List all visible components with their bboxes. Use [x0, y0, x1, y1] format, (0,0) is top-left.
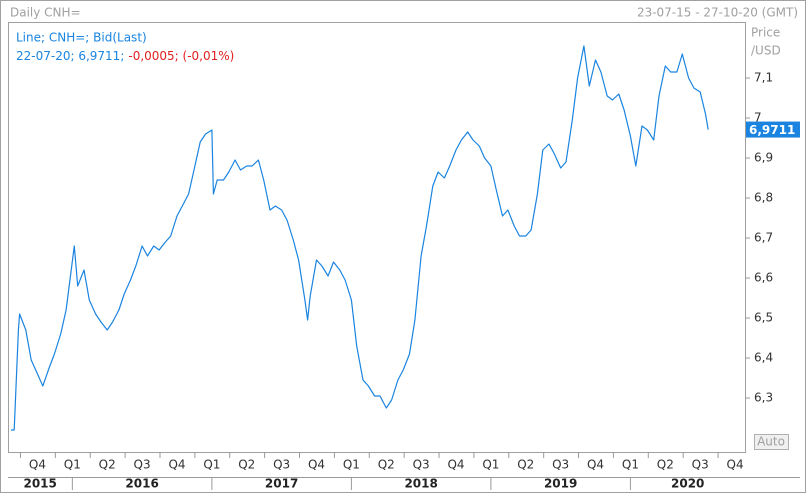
last-value-label: 6,9711: [749, 123, 795, 137]
legend-last: 22-07-20; 6,9711; -0,0005; (-0,01%): [16, 49, 234, 63]
y-tick-label: 6,4: [754, 351, 773, 365]
x-tick-label: Q2: [657, 458, 674, 472]
auto-button-label[interactable]: Auto: [757, 435, 785, 449]
year-label: 2015: [23, 477, 56, 491]
price-line: [11, 45, 709, 431]
year-label: 2017: [265, 477, 298, 491]
x-tick-label: Q2: [99, 458, 116, 472]
y-tick-label: 6,7: [754, 231, 773, 245]
x-tick-label: Q3: [552, 458, 569, 472]
plot-area: [8, 22, 746, 453]
year-label: 2020: [671, 477, 704, 491]
x-tick-label: Q3: [273, 458, 290, 472]
x-tick-label: Q2: [238, 458, 255, 472]
y-tick-label: 7: [754, 111, 762, 125]
x-tick-label: Q1: [482, 458, 499, 472]
y-axis-label: Price: [751, 26, 780, 40]
legend-last-value: 22-07-20; 6,9711;: [16, 49, 124, 63]
last-value-box: [746, 121, 800, 138]
x-tick-label: Q3: [134, 458, 151, 472]
x-tick-label: Q4: [727, 458, 744, 472]
date-range: 23-07-15 - 27-10-20 (GMT): [637, 6, 798, 20]
x-tick-label: Q1: [622, 458, 639, 472]
auto-button[interactable]: [754, 434, 789, 450]
legend-entry: Line; CNH=; Bid(Last): [16, 31, 147, 45]
x-tick-label: Q2: [378, 458, 395, 472]
y-tick-label: 6,9: [754, 151, 773, 165]
x-tick-label: Q3: [413, 458, 430, 472]
x-tick-label: Q1: [203, 458, 220, 472]
x-tick-label: Q4: [587, 458, 604, 472]
x-tick-label: Q4: [308, 458, 325, 472]
x-tick-label: Q4: [168, 458, 185, 472]
x-tick-label: Q4: [29, 458, 46, 472]
y-tick-label: 6,6: [754, 271, 773, 285]
y-tick-label: 6,5: [754, 311, 773, 325]
y-tick-label: 7,1: [754, 71, 773, 85]
x-tick-label: Q1: [343, 458, 360, 472]
year-label: 2019: [544, 477, 577, 491]
y-tick-label: 6,8: [754, 191, 773, 205]
y-axis-label: /USD: [751, 44, 781, 58]
legend-change: -0,0005; (-0,01%): [128, 49, 234, 63]
x-tick-label: Q4: [447, 458, 464, 472]
year-label: 2018: [404, 477, 437, 491]
x-tick-label: Q3: [692, 458, 709, 472]
y-tick-label: 6,3: [754, 391, 773, 405]
year-label: 2016: [125, 477, 158, 491]
x-tick-label: Q2: [517, 458, 534, 472]
x-tick-label: Q1: [64, 458, 81, 472]
chart-title: Daily CNH=: [10, 6, 81, 20]
